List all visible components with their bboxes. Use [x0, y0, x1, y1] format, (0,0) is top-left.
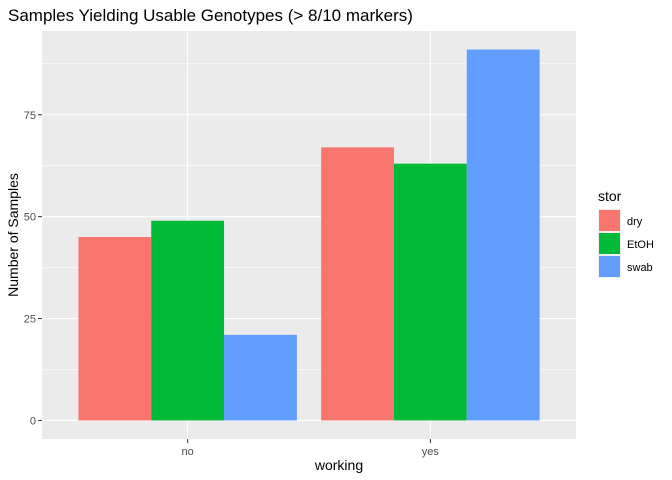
legend-key-dry [599, 210, 620, 231]
bar-swab-no [224, 334, 297, 421]
x-tick-label: yes [422, 446, 440, 458]
x-axis-title: working [314, 457, 363, 473]
y-tick-label: 25 [24, 314, 36, 326]
legend-key-etoh [599, 233, 620, 254]
y-axis-title: Number of Samples [5, 173, 21, 297]
y-tick-label: 0 [30, 415, 36, 427]
legend-label-dry: dry [627, 216, 643, 228]
y-tick-label: 50 [24, 212, 36, 224]
legend-label-etoh: EtOH [627, 239, 654, 251]
bar-swab-yes [466, 49, 540, 421]
legend-key-swab [599, 256, 620, 277]
legend-title: stor [598, 188, 622, 204]
legend-label-swab: swab [627, 262, 653, 274]
bar-etoh-no [151, 220, 225, 421]
bar-dry-no [78, 237, 152, 421]
chart-title: Samples Yielding Usable Genotypes (> 8/1… [8, 6, 413, 25]
x-axis: no yes [182, 439, 440, 458]
legend: stor dry EtOH swab [598, 188, 654, 278]
x-tick-label: no [182, 446, 194, 458]
y-axis: 0 25 50 75 [24, 110, 42, 427]
bars [78, 49, 540, 421]
bar-dry-yes [321, 147, 394, 421]
y-tick-label: 75 [24, 110, 36, 122]
bar-etoh-yes [393, 163, 467, 421]
